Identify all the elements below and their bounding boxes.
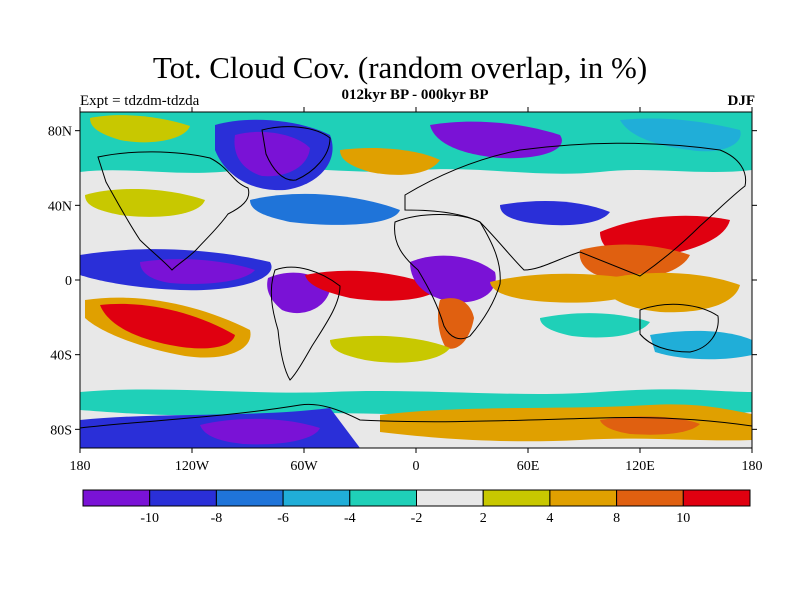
latitude-axis: 80N 40N 0 40S 80S: [48, 125, 757, 438]
greenland-core: [234, 131, 310, 177]
lon-tick-label: 120W: [175, 459, 210, 474]
colorbar-label: -4: [344, 511, 356, 526]
australia-coastline: [639, 303, 719, 353]
colorbar-label: -2: [411, 511, 423, 526]
colorbar-swatch: [149, 489, 217, 507]
eurasia-blue-band: [500, 200, 610, 226]
colorbar-swatch: [616, 489, 684, 507]
lon-tick-label: 180: [70, 459, 91, 474]
colorbar-label: 10: [676, 511, 690, 526]
lat-tick-label: 80S: [50, 423, 72, 438]
colorbar-swatch: [482, 489, 551, 507]
lon-tick-label: 60W: [290, 459, 318, 474]
north-atlantic-blue-band: [250, 193, 400, 225]
southern-africa-red-strip: [438, 298, 474, 349]
northeast-asia-patch: [620, 118, 741, 152]
africa-negative-patch: [410, 255, 496, 303]
colorbar-swatch: [82, 489, 151, 507]
north-atlantic-orange: [340, 148, 440, 175]
colorbar-label: -10: [140, 511, 159, 526]
antarctica-coastline: [80, 403, 752, 429]
map-subtitle: 012kyr BP - 000kyr BP: [341, 87, 489, 103]
colorbar-swatch: [549, 489, 618, 507]
lon-tick-label: 120E: [625, 459, 655, 474]
experiment-label: Expt = tdzdm-tdzda: [80, 93, 200, 109]
colorbar-swatch: [282, 489, 351, 507]
maritime-continent-orange: [600, 272, 740, 313]
greenland-coastline: [261, 126, 331, 181]
south-atlantic-yellow: [330, 335, 450, 363]
south-indian-cyan: [540, 313, 650, 338]
tropical-atlantic-red-band: [305, 270, 440, 301]
lat-tick-label: 40N: [48, 199, 72, 214]
coastlines: [80, 126, 752, 429]
lon-tick-label: 180: [742, 459, 763, 474]
tropical-pacific-core: [140, 259, 255, 284]
south-pacific-cyan: [650, 330, 752, 360]
lon-tick-label: 0: [413, 459, 420, 474]
anomaly-field: [80, 112, 752, 448]
north-pacific-band: [85, 188, 205, 217]
eurasia-coastline: [404, 142, 747, 277]
map-title: Tot. Cloud Cov. (random overlap, in %): [152, 50, 648, 85]
east-asia-orange: [579, 244, 690, 280]
antarctic-violet-core: [200, 418, 320, 445]
colorbar-label: 8: [613, 511, 620, 526]
colorbar-swatch: [215, 489, 284, 507]
antarctic-red-patch: [600, 416, 700, 435]
colorbar-swatch: [416, 489, 484, 507]
lon-tick-label: 60E: [517, 459, 540, 474]
lat-tick-label: 80N: [48, 125, 72, 140]
south-pacific-red-core: [100, 303, 235, 349]
colorbar-label: 2: [480, 511, 487, 526]
colorbar-label: -6: [277, 511, 289, 526]
colorbar-labels: -10 -8 -6 -4 -2 2 4 8 10: [140, 511, 690, 526]
season-label: DJF: [727, 93, 756, 109]
colorbar-label: -8: [211, 511, 223, 526]
south-america-coastline: [270, 266, 341, 381]
north-pacific-yellow: [90, 115, 190, 143]
longitude-axis: 180 120W 60W 0 60E 120E 180: [70, 107, 763, 474]
colorbar-swatch: [682, 489, 751, 507]
north-america-coastline: [97, 151, 250, 271]
colorbar: [82, 489, 751, 507]
lat-tick-label: 0: [65, 274, 72, 289]
lat-tick-label: 40S: [50, 349, 72, 364]
colorbar-swatch: [349, 489, 417, 507]
colorbar-label: 4: [546, 511, 553, 526]
